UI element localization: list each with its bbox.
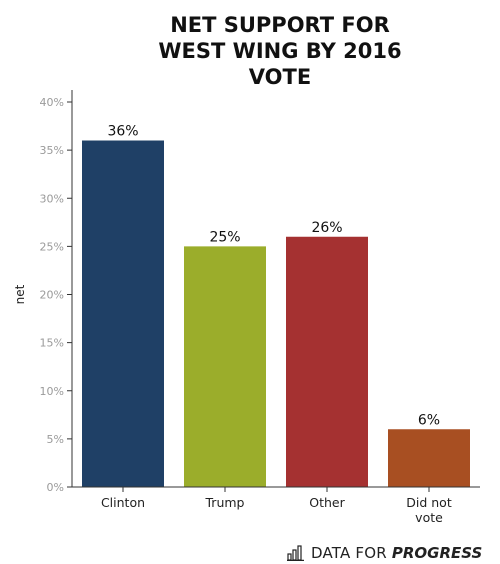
bar-chart-logo-icon [287, 545, 304, 561]
bar [82, 140, 164, 487]
data-for-progress-logo: DATA FOR PROGRESS [287, 542, 482, 564]
x-tick-label: vote [415, 510, 443, 525]
y-tick-label: 0% [47, 481, 64, 494]
bar [388, 429, 470, 487]
chart-title-line: WEST WING BY 2016 [158, 39, 402, 63]
bar-chart: 0% 5% 10% 15% 20% 25% 30% 35% 40% net 36% Clinton 25… [13, 90, 480, 525]
logo-text-progress: PROGRESS [391, 544, 483, 562]
x-tick-label: Clinton [101, 495, 145, 510]
y-tick-label: 35% [40, 144, 64, 157]
y-tick-label: 5% [47, 433, 64, 446]
x-tick-label: Trump [205, 495, 245, 510]
data-label: 25% [209, 229, 240, 245]
y-tick-label: 10% [40, 385, 64, 398]
y-tick-label: 40% [40, 96, 64, 109]
chart-title-line: NET SUPPORT FOR [170, 13, 390, 37]
data-label: 26% [311, 220, 342, 236]
chart-title: NET SUPPORT FOR WEST WING BY 2016 VOTE [100, 12, 460, 90]
y-tick-label: 15% [40, 337, 64, 350]
x-tick-label: Did not [406, 495, 452, 510]
y-tick-label: 25% [40, 240, 64, 253]
y-axis-label: net [13, 284, 27, 304]
y-tick-label: 30% [40, 192, 64, 205]
logo-text-data-for: DATA FOR [311, 544, 387, 562]
y-tick-label: 20% [40, 289, 64, 302]
chart-title-line: VOTE [248, 65, 312, 89]
bar [286, 236, 368, 487]
x-tick-label: Other [309, 495, 345, 510]
data-label: 36% [107, 124, 138, 140]
data-label: 6% [418, 412, 440, 428]
bar [184, 246, 266, 487]
